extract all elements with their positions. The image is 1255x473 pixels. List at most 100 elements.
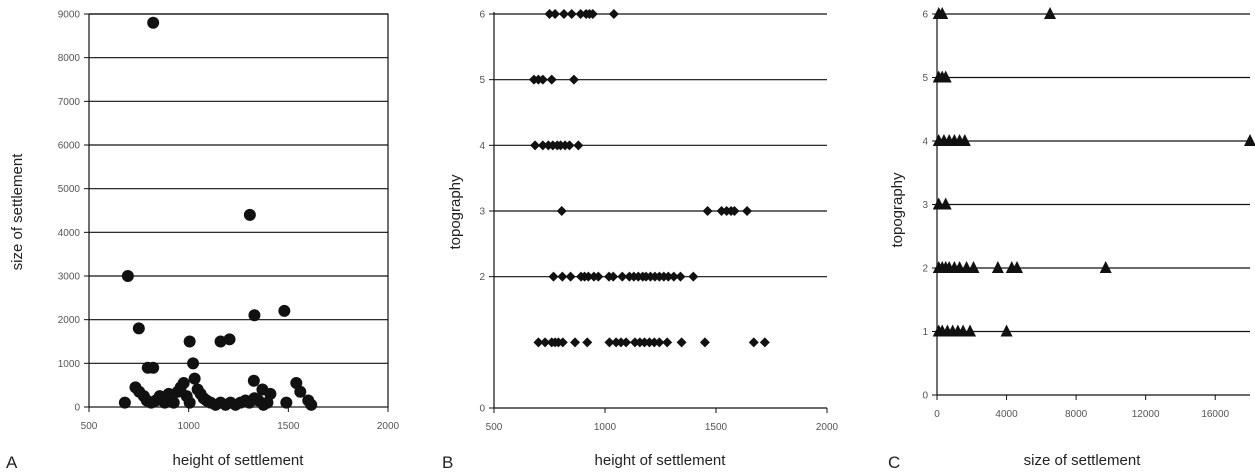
y-tick-label: 0 [479, 404, 485, 415]
points-c [932, 7, 1255, 337]
data-point [556, 206, 567, 216]
gridlines-b [489, 13, 827, 409]
data-point [729, 206, 740, 216]
data-point [1044, 7, 1057, 19]
data-point [546, 74, 557, 85]
x-tick-label: 1000 [178, 421, 201, 432]
data-point [742, 206, 753, 216]
data-point [1010, 261, 1023, 273]
data-point [118, 396, 131, 409]
y-tick-label: 4 [479, 141, 485, 152]
y-tick-label: 6000 [58, 141, 81, 152]
data-point [967, 261, 980, 273]
data-point [587, 9, 598, 19]
data-point [939, 70, 952, 83]
data-point [294, 385, 307, 398]
y-tick-label: 1000 [58, 359, 81, 370]
data-point [583, 271, 594, 282]
data-point [278, 304, 291, 317]
data-point [608, 271, 619, 282]
data-point [621, 337, 632, 348]
data-point [548, 271, 559, 282]
data-point [188, 372, 201, 385]
x-tick-label: 1000 [594, 422, 617, 433]
y-tick-label: 1 [922, 327, 928, 338]
x-tick-label: 1500 [277, 421, 300, 432]
x-tick-label: 4000 [995, 409, 1018, 420]
data-point [1244, 134, 1255, 146]
data-point [147, 361, 160, 374]
data-point [748, 337, 759, 348]
data-point [604, 337, 615, 348]
x-axis-label-a: height of settlement [173, 452, 305, 469]
ytick-labels-c: 0 1 2 3 4 5 6 [922, 10, 928, 402]
y-tick-label: 2000 [58, 315, 81, 326]
data-point [564, 140, 575, 151]
y-tick-label: 3 [922, 200, 928, 211]
data-point [964, 324, 977, 337]
xtick-labels-b: 500 1000 1500 2000 [486, 408, 839, 433]
y-tick-label: 8000 [58, 53, 81, 64]
panel-letter-c: C [888, 453, 900, 472]
x-tick-label: 1500 [705, 422, 728, 433]
data-point [223, 333, 236, 346]
data-point [615, 337, 626, 348]
data-point [533, 337, 544, 348]
panel-letter-b: B [442, 453, 453, 472]
data-point [617, 271, 628, 282]
data-point [936, 7, 949, 19]
y-tick-label: 4 [922, 137, 928, 148]
data-point [537, 140, 548, 151]
data-point [557, 271, 568, 282]
y-tick-label: 5 [479, 75, 485, 86]
data-point [167, 396, 180, 409]
x-axis-label-b: height of settlement [595, 452, 727, 469]
data-point [702, 206, 713, 216]
data-point [675, 271, 686, 282]
data-point [608, 9, 619, 19]
data-point [147, 16, 160, 29]
y-tick-label: 6 [479, 10, 485, 21]
y-tick-label: 7000 [58, 97, 81, 108]
data-point [557, 337, 568, 348]
data-point [558, 9, 569, 19]
data-point [243, 208, 256, 221]
x-tick-label: 16000 [1201, 409, 1229, 420]
y-axis-label-c: topography [889, 172, 906, 248]
data-point [568, 74, 579, 85]
chart-panel-c: 0 1 2 3 4 5 6 0 4000 8000 12000 16000 size of sett… [888, 7, 1255, 472]
ytick-labels-b: 0 2 3 4 5 6 [479, 10, 485, 415]
y-axis-label-a: size of settlement [9, 153, 26, 271]
xtick-labels-a: 500 1000 1500 2000 [81, 407, 400, 432]
x-tick-label: 500 [81, 421, 98, 432]
data-point [662, 337, 673, 348]
data-point [759, 337, 770, 348]
data-point [1099, 261, 1112, 273]
x-tick-label: 0 [934, 409, 940, 420]
data-point [162, 387, 175, 400]
y-tick-label: 3000 [58, 272, 81, 283]
data-point [256, 383, 269, 396]
data-point [716, 206, 727, 216]
data-point [247, 374, 260, 387]
chart-panel-a: 0 1000 2000 3000 4000 5000 6000 7000 8000 9000 50… [6, 10, 400, 473]
y-tick-label: 5000 [58, 184, 81, 195]
data-point [565, 271, 576, 282]
y-tick-label: 0 [74, 403, 80, 414]
y-tick-label: 4000 [58, 228, 81, 239]
data-point [132, 322, 145, 335]
data-point [939, 197, 952, 210]
data-point [530, 140, 541, 151]
data-point [593, 271, 604, 282]
data-point [958, 134, 971, 146]
gridlines-a [84, 13, 388, 408]
data-point [540, 337, 551, 348]
data-point [177, 376, 190, 389]
data-point [537, 74, 548, 85]
data-point [544, 9, 555, 19]
chart-panel-b: 0 2 3 4 5 6 500 1000 1500 2000 height of settlem… [442, 9, 839, 472]
data-point [183, 335, 196, 348]
y-tick-label: 3 [479, 207, 485, 218]
data-point [663, 271, 674, 282]
data-point [183, 396, 196, 409]
